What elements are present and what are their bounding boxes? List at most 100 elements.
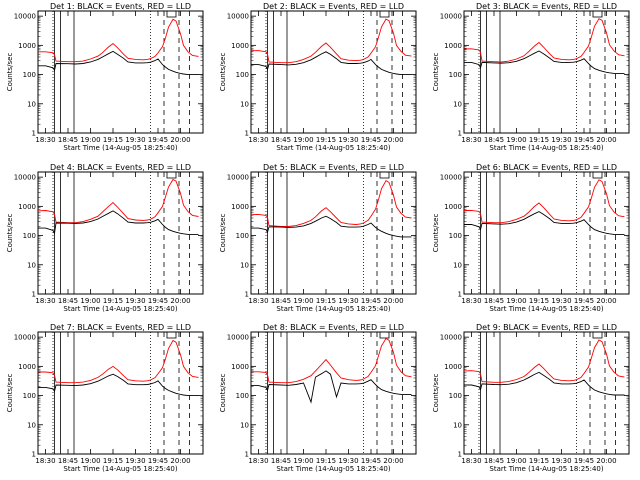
x-tick-label: 18:30	[35, 457, 55, 465]
y-tick-label: 100	[23, 71, 36, 79]
x-tick-label: 19:15	[103, 457, 123, 465]
interval-box-marker	[379, 331, 390, 339]
y-tick-label: 10000	[14, 334, 36, 342]
x-axis-title: Start Time (14-Aug-05 18:25:40)	[489, 305, 603, 313]
lld-series-line	[463, 339, 625, 383]
y-tick-label: 100	[23, 232, 36, 240]
x-tick-label: 18:30	[248, 457, 268, 465]
x-tick-label: 19:15	[529, 457, 549, 465]
panel-title: Det 8: BLACK = Events, RED = LLD	[263, 323, 404, 332]
y-tick-label: 10000	[227, 174, 249, 182]
x-tick-label: 19:30	[551, 297, 571, 305]
panel-det4: Det 4: BLACK = Events, RED = LLD 1 10 100 10…	[6, 163, 204, 313]
events-series-line	[38, 210, 199, 235]
interval-box-marker	[166, 10, 177, 18]
x-tick-label: 18:30	[35, 297, 55, 305]
y-tick-label: 1000	[18, 363, 36, 371]
y-tick-label: 1000	[444, 203, 462, 211]
x-tick-label: 19:15	[316, 136, 336, 144]
y-tick-label: 1000	[231, 42, 249, 50]
plot-frame	[250, 10, 417, 134]
y-axis-title: Counts/sec	[432, 374, 440, 413]
x-tick-label: 19:30	[338, 457, 358, 465]
y-tick-label: 10	[27, 261, 36, 269]
x-tick-label: 19:15	[103, 136, 123, 144]
panel-det2: Det 2: BLACK = Events, RED = LLD 1 10 100 10…	[219, 2, 417, 152]
panel-title: Det 1: BLACK = Events, RED = LLD	[50, 2, 191, 11]
x-tick-label: 19:30	[551, 457, 571, 465]
y-axis-title: Counts/sec	[219, 53, 227, 92]
y-tick-label: 1	[458, 291, 462, 299]
x-tick-label: 19:00	[293, 297, 313, 305]
x-tick-label: 19:00	[80, 297, 100, 305]
y-tick-label: 1	[245, 451, 249, 459]
panel-title: Det 7: BLACK = Events, RED = LLD	[50, 323, 191, 332]
x-tick-label: 20:00	[383, 297, 403, 305]
interval-box-marker	[592, 10, 603, 18]
plot-frame	[463, 331, 630, 455]
y-tick-label: 10000	[440, 334, 462, 342]
y-tick-label: 1	[32, 130, 36, 138]
x-tick-label: 18:45	[58, 136, 78, 144]
events-series-line	[464, 371, 625, 396]
panel-det8: Det 8: BLACK = Events, RED = LLD 1 10 100 10…	[219, 323, 417, 473]
y-axis-title: Counts/sec	[219, 374, 227, 413]
interval-box-marker	[592, 171, 603, 179]
y-tick-label: 1	[458, 451, 462, 459]
y-tick-label: 10	[240, 261, 249, 269]
y-tick-label: 10	[453, 261, 462, 269]
x-tick-label: 19:15	[316, 297, 336, 305]
panel-det3: Det 3: BLACK = Events, RED = LLD 1 10 100 10…	[432, 2, 630, 152]
panel-det5: Det 5: BLACK = Events, RED = LLD 1 10 100 10…	[219, 163, 417, 313]
plot-frame	[37, 10, 204, 134]
x-tick-label: 19:45	[574, 297, 594, 305]
y-tick-label: 1	[32, 451, 36, 459]
y-axis-title: Counts/sec	[6, 53, 14, 92]
x-tick-label: 18:30	[248, 297, 268, 305]
panel-title: Det 6: BLACK = Events, RED = LLD	[476, 163, 617, 172]
x-tick-label: 19:00	[293, 457, 313, 465]
x-tick-label: 19:30	[338, 136, 358, 144]
x-tick-label: 19:00	[506, 297, 526, 305]
panel-det7: Det 7: BLACK = Events, RED = LLD 1 10 100 10…	[6, 323, 204, 473]
x-tick-label: 20:00	[596, 297, 616, 305]
interval-box-marker	[379, 10, 390, 18]
x-axis-title: Start Time (14-Aug-05 18:25:40)	[276, 305, 390, 313]
panel-title: Det 5: BLACK = Events, RED = LLD	[263, 163, 404, 172]
events-series-line	[251, 51, 412, 76]
y-tick-label: 100	[449, 71, 462, 79]
x-tick-label: 18:45	[484, 297, 504, 305]
x-axis-title: Start Time (14-Aug-05 18:25:40)	[489, 465, 603, 473]
y-tick-label: 10000	[227, 334, 249, 342]
events-series-line	[464, 211, 625, 235]
y-tick-label: 1000	[444, 42, 462, 50]
y-tick-label: 1000	[444, 363, 462, 371]
panel-det9: Det 9: BLACK = Events, RED = LLD 1 10 100 10…	[432, 323, 630, 473]
y-tick-label: 1	[245, 130, 249, 138]
panel-det1: Det 1: BLACK = Events, RED = LLD 1 10 100 10…	[6, 2, 204, 152]
lld-series-line	[250, 179, 412, 227]
lld-series-line	[463, 179, 625, 224]
y-axis-title: Counts/sec	[432, 214, 440, 253]
x-tick-label: 19:00	[506, 136, 526, 144]
x-tick-label: 18:30	[248, 136, 268, 144]
x-tick-label: 18:45	[484, 457, 504, 465]
x-axis-title: Start Time (14-Aug-05 18:25:40)	[63, 305, 177, 313]
x-tick-label: 18:30	[35, 136, 55, 144]
x-tick-label: 18:30	[461, 136, 481, 144]
x-tick-label: 18:45	[58, 297, 78, 305]
x-tick-label: 20:00	[170, 457, 190, 465]
y-tick-label: 1	[245, 291, 249, 299]
x-tick-label: 18:30	[461, 457, 481, 465]
y-tick-label: 100	[23, 392, 36, 400]
plot-frame	[250, 331, 417, 455]
panel-det6: Det 6: BLACK = Events, RED = LLD 1 10 100 10…	[432, 163, 630, 313]
x-tick-label: 19:45	[361, 136, 381, 144]
x-tick-label: 19:15	[529, 136, 549, 144]
y-tick-label: 100	[236, 392, 249, 400]
plot-frame	[37, 331, 204, 455]
lld-series-line	[37, 178, 199, 224]
y-tick-label: 10000	[14, 174, 36, 182]
y-tick-label: 10000	[440, 174, 462, 182]
y-axis-title: Counts/sec	[432, 53, 440, 92]
